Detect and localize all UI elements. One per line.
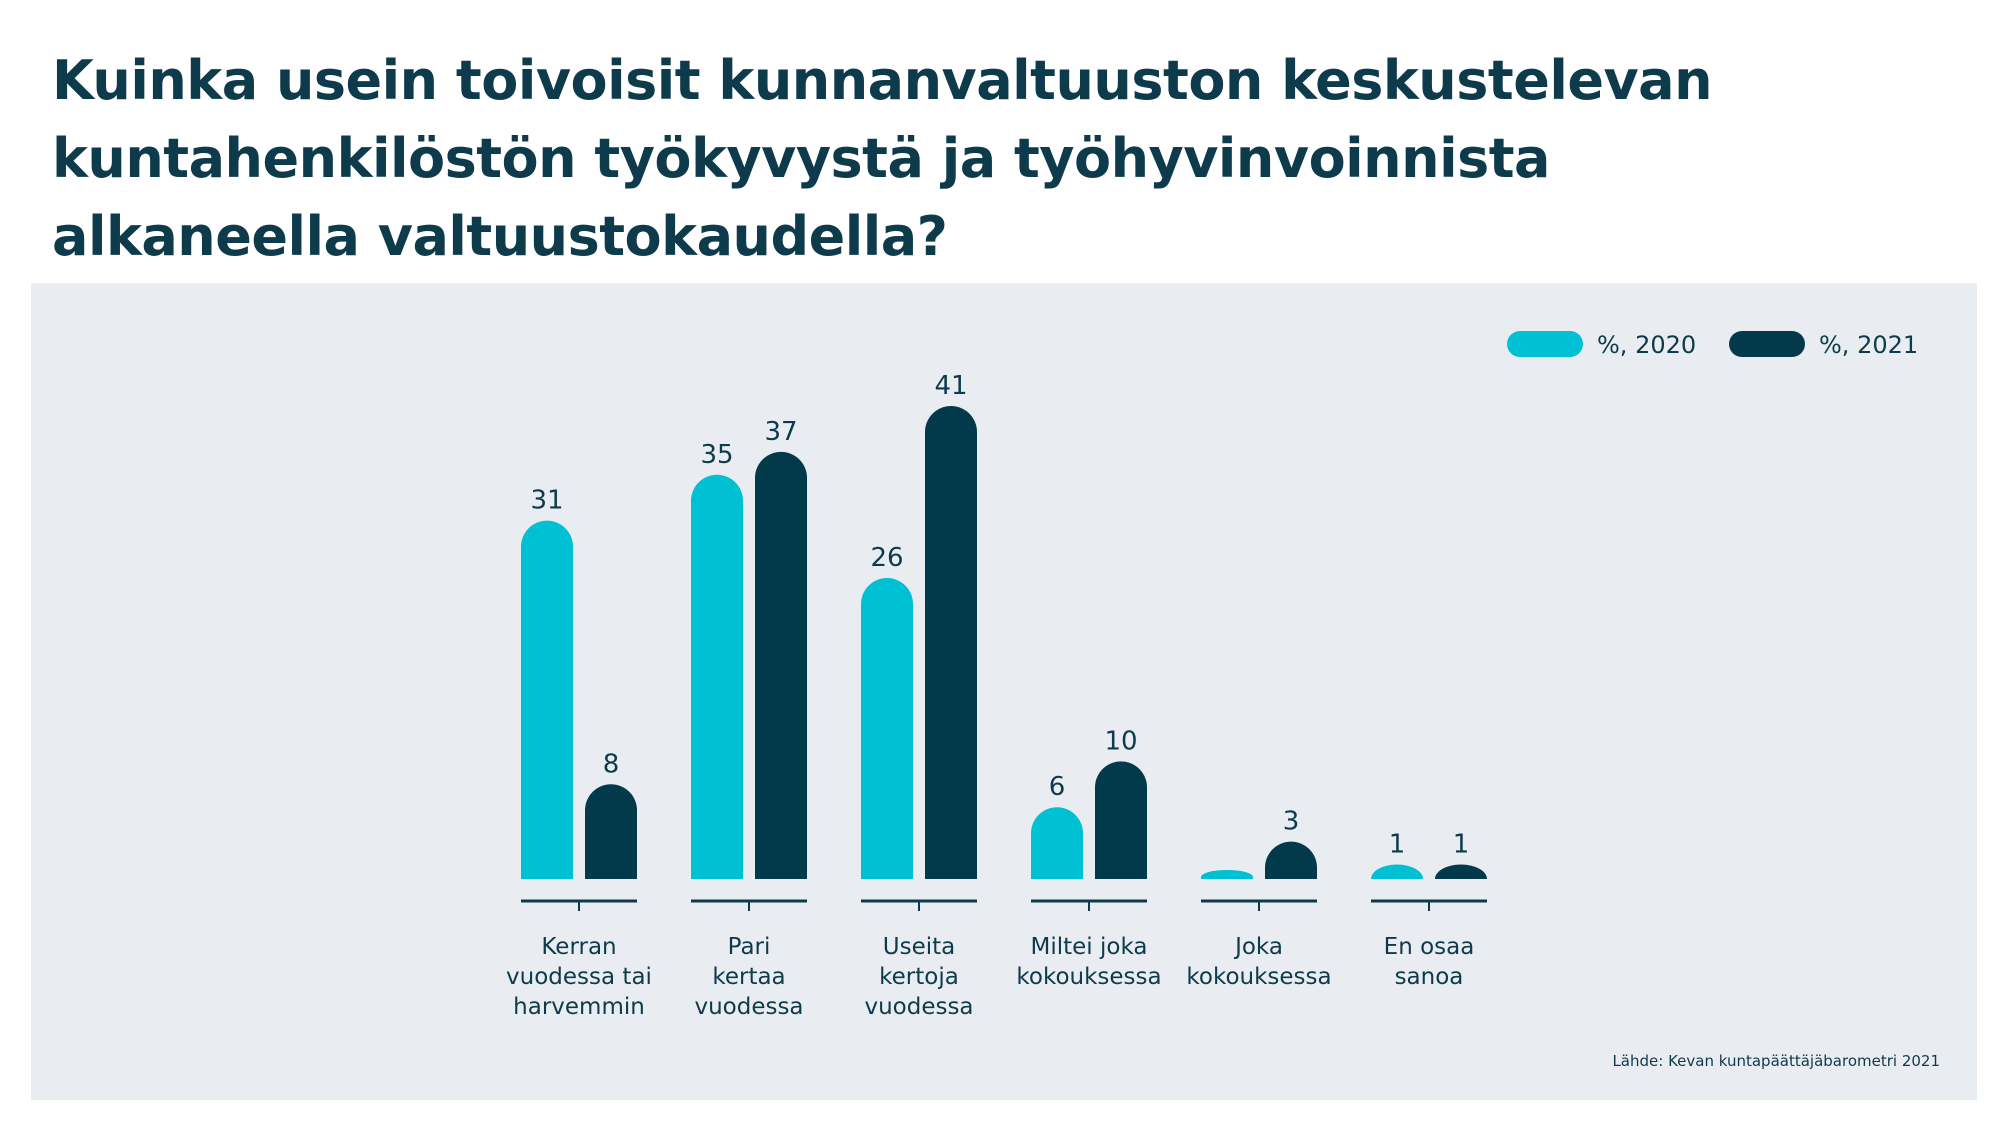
value-label-2-0: 26 — [870, 543, 903, 573]
title-line-2: kuntahenkilöstön työkyvystä ja työhyvinv… — [52, 127, 1550, 190]
value-label-0-1: 8 — [603, 749, 620, 779]
category-labels: Kerran vuodessa tai harvemmin Pari kertaa vuo… — [506, 934, 1474, 1020]
category-label-2-0: Useita — [883, 934, 955, 960]
category-label-4-1: kokouksessa — [1186, 964, 1331, 990]
category-label-0-2: harvemmin — [513, 994, 645, 1020]
legend-label-0: %, 2020 — [1597, 331, 1696, 359]
legend-swatch-0 — [1507, 331, 1583, 357]
bars-group — [521, 406, 1487, 879]
category-label-0-1: vuodessa tai — [506, 964, 652, 990]
category-label-5-1: sanoa — [1395, 964, 1464, 990]
category-label-0-0: Kerran — [541, 934, 616, 960]
bar-2-1 — [925, 406, 977, 879]
bar-5-1 — [1435, 864, 1487, 879]
value-label-5-0: 1 — [1389, 830, 1406, 860]
source-note: Lähde: Kevan kuntapäättäjäbarometri 2021 — [1612, 1052, 1940, 1070]
category-label-2-1: kertoja — [879, 964, 959, 990]
title-line-3: alkaneella valtuustokaudella? — [52, 205, 948, 268]
value-label-3-1: 10 — [1104, 726, 1137, 756]
value-label-2-1: 41 — [934, 371, 967, 401]
bar-1-1 — [755, 451, 807, 879]
value-label-1-1: 37 — [764, 417, 797, 447]
category-label-4-0: Joka — [1233, 934, 1283, 960]
category-label-1-1: kertaa — [712, 964, 785, 990]
bar-2-0 — [861, 577, 913, 879]
bar-0-0 — [521, 520, 573, 879]
category-label-2-2: vuodessa — [864, 994, 973, 1020]
category-label-1-2: vuodessa — [694, 994, 803, 1020]
legend-swatch-1 — [1729, 331, 1805, 357]
category-label-3-0: Miltei joka — [1031, 934, 1148, 960]
value-label-3-0: 6 — [1049, 772, 1066, 802]
category-label-3-1: kokouksessa — [1016, 964, 1161, 990]
category-baselines — [521, 899, 1487, 911]
value-label-1-0: 35 — [700, 440, 733, 470]
value-label-0-0: 31 — [530, 486, 563, 516]
bar-3-1 — [1095, 761, 1147, 879]
category-label-1-0: Pari — [728, 934, 771, 960]
chart-panel: %, 2020%, 2021 31 8 35 37 26 41 6 10 3 1 1 Kerran v… — [31, 283, 1977, 1100]
bar-4-1 — [1265, 841, 1317, 879]
bar-4-0 — [1201, 870, 1253, 879]
value-label-4-1: 3 — [1283, 807, 1300, 837]
bar-1-0 — [691, 474, 743, 879]
chart-title: Kuinka usein toivoisit kunnanvaltuuston … — [52, 42, 1952, 276]
legend: %, 2020 %, 2021 — [1507, 331, 1918, 359]
bar-5-0 — [1371, 864, 1423, 879]
category-label-5-0: En osaa — [1384, 934, 1475, 960]
legend-label-1: %, 2021 — [1819, 331, 1918, 359]
bar-3-0 — [1031, 807, 1083, 879]
bar-0-1 — [585, 784, 637, 879]
value-label-5-1: 1 — [1453, 830, 1470, 860]
title-line-1: Kuinka usein toivoisit kunnanvaltuuston … — [52, 49, 1713, 112]
